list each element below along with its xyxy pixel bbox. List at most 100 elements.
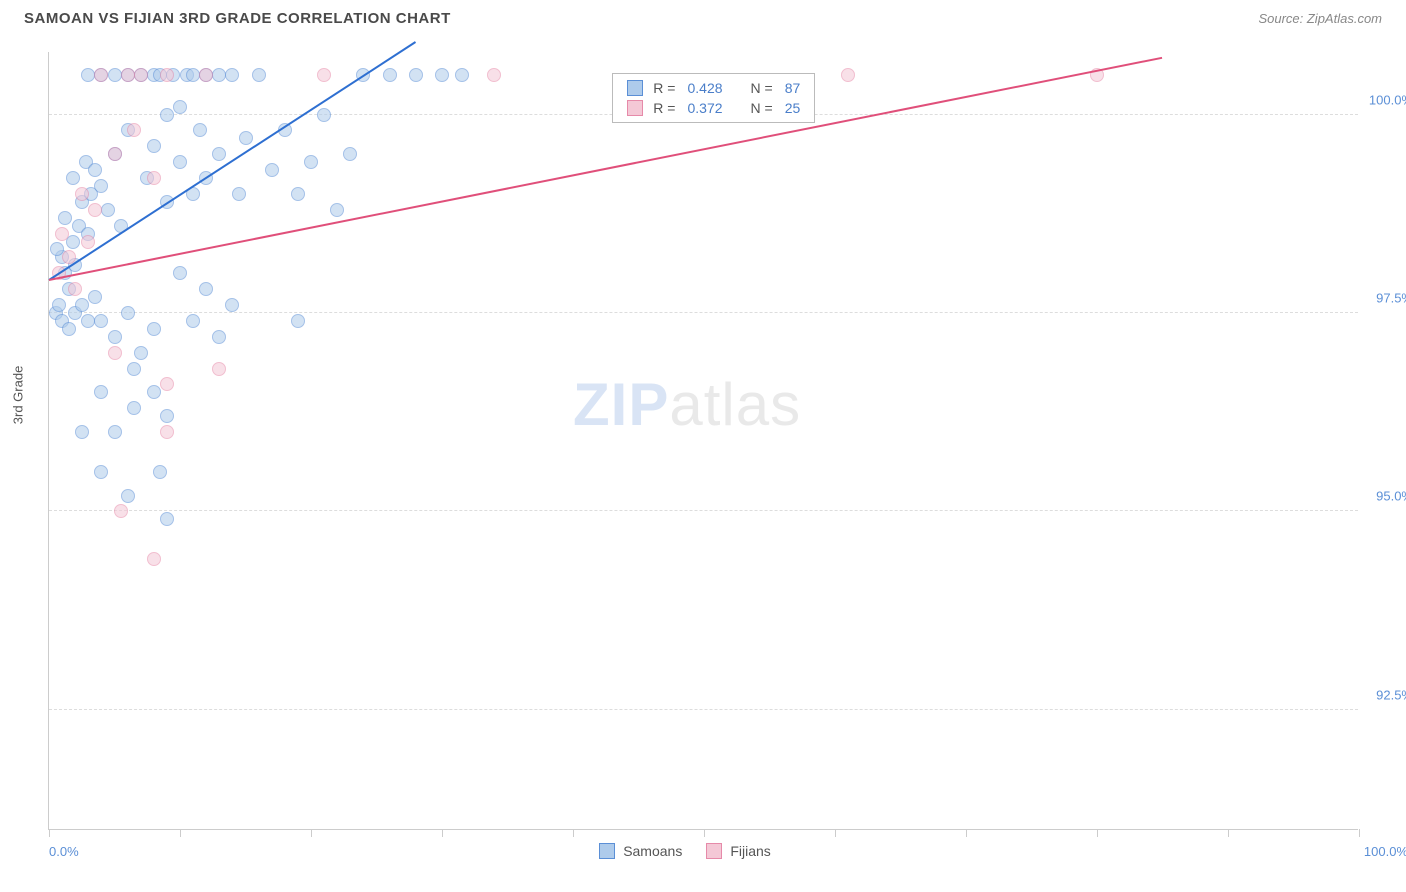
n-label: N = [751, 80, 773, 96]
scatter-point [291, 314, 305, 328]
scatter-point [160, 409, 174, 423]
r-label: R = [653, 80, 675, 96]
scatter-point [186, 68, 200, 82]
scatter-point [160, 108, 174, 122]
scatter-point [121, 489, 135, 503]
y-tick-label: 100.0% [1369, 92, 1406, 107]
scatter-point [199, 68, 213, 82]
scatter-point [88, 203, 102, 217]
stats-row: R = 0.428 N = 87 [613, 78, 814, 98]
scatter-point [94, 68, 108, 82]
scatter-point [121, 306, 135, 320]
gridline [49, 709, 1358, 710]
x-tick [442, 829, 443, 837]
scatter-point [343, 147, 357, 161]
scatter-point [212, 147, 226, 161]
legend-swatch [706, 843, 722, 859]
scatter-point [147, 171, 161, 185]
scatter-point [147, 385, 161, 399]
scatter-point [81, 68, 95, 82]
scatter-point [173, 155, 187, 169]
scatter-point [212, 68, 226, 82]
scatter-point [62, 322, 76, 336]
scatter-point [94, 465, 108, 479]
scatter-point [66, 171, 80, 185]
scatter-point [160, 377, 174, 391]
scatter-point [134, 68, 148, 82]
gridline [49, 510, 1358, 511]
scatter-point [239, 131, 253, 145]
gridline [49, 312, 1358, 313]
x-tick [966, 829, 967, 837]
scatter-point [121, 68, 135, 82]
scatter-point [160, 68, 174, 82]
scatter-point [108, 68, 122, 82]
x-tick [49, 829, 50, 837]
n-value: 25 [785, 100, 801, 116]
scatter-point [147, 139, 161, 153]
scatter-point [68, 282, 82, 296]
scatter-point [127, 362, 141, 376]
scatter-point [212, 330, 226, 344]
scatter-point [52, 298, 66, 312]
legend-swatch [599, 843, 615, 859]
scatter-point [291, 187, 305, 201]
x-tick [704, 829, 705, 837]
scatter-point [75, 425, 89, 439]
scatter-point [841, 68, 855, 82]
scatter-point [173, 266, 187, 280]
r-label: R = [653, 100, 675, 116]
source-attribution: Source: ZipAtlas.com [1258, 11, 1382, 26]
scatter-point [81, 235, 95, 249]
scatter-point [225, 298, 239, 312]
scatter-point [134, 346, 148, 360]
scatter-point [58, 211, 72, 225]
scatter-point [108, 346, 122, 360]
scatter-point [252, 68, 266, 82]
x-tick-label-right: 100.0% [1364, 844, 1406, 859]
series-legend: Samoans Fijians [599, 843, 771, 859]
scatter-point [153, 465, 167, 479]
scatter-point [127, 123, 141, 137]
scatter-point [265, 163, 279, 177]
legend-label: Fijians [730, 843, 770, 859]
scatter-point [435, 68, 449, 82]
r-value: 0.428 [687, 80, 722, 96]
scatter-point [383, 68, 397, 82]
scatter-point [330, 203, 344, 217]
watermark: ZIPatlas [573, 370, 801, 439]
scatter-point [317, 108, 331, 122]
y-tick-label: 97.5% [1376, 290, 1406, 305]
scatter-point [212, 362, 226, 376]
scatter-point [75, 298, 89, 312]
scatter-point [304, 155, 318, 169]
scatter-point [160, 512, 174, 526]
legend-item: Fijians [706, 843, 770, 859]
chart-header: SAMOAN VS FIJIAN 3RD GRADE CORRELATION C… [0, 0, 1406, 35]
scatter-point [225, 68, 239, 82]
scatter-point [147, 552, 161, 566]
y-axis-label: 3rd Grade [11, 366, 26, 425]
legend-item: Samoans [599, 843, 682, 859]
scatter-point [199, 282, 213, 296]
stats-row: R = 0.372 N = 25 [613, 98, 814, 118]
scatter-point [108, 330, 122, 344]
x-tick [311, 829, 312, 837]
scatter-chart: 92.5%95.0%97.5%100.0%0.0%100.0%ZIPatlasR… [48, 52, 1358, 830]
n-value: 87 [785, 80, 801, 96]
x-tick [1097, 829, 1098, 837]
scatter-point [193, 123, 207, 137]
scatter-point [186, 314, 200, 328]
scatter-point [55, 227, 69, 241]
scatter-point [94, 314, 108, 328]
scatter-point [409, 68, 423, 82]
scatter-point [108, 425, 122, 439]
scatter-point [101, 203, 115, 217]
legend-swatch [627, 80, 643, 96]
r-value: 0.372 [687, 100, 722, 116]
scatter-point [160, 425, 174, 439]
scatter-point [94, 179, 108, 193]
x-tick [1228, 829, 1229, 837]
n-label: N = [751, 100, 773, 116]
scatter-point [114, 504, 128, 518]
